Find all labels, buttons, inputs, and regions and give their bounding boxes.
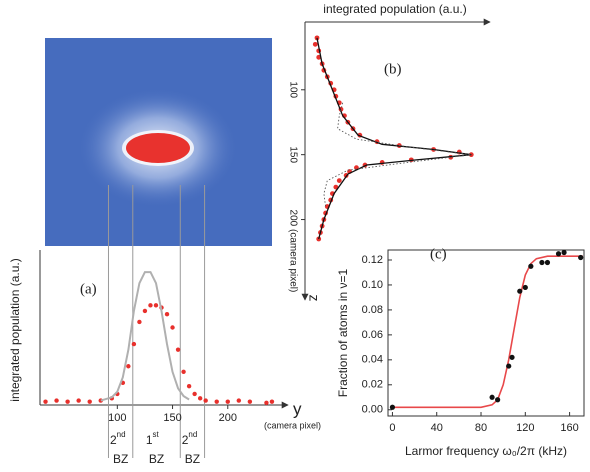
- y-tick-label: 0.06: [362, 329, 383, 341]
- data-point: [142, 308, 148, 314]
- data-line: [392, 255, 583, 409]
- data-point: [186, 383, 192, 389]
- y-axis-label: z: [306, 295, 322, 302]
- zone-ordinal: 2: [182, 433, 189, 447]
- panel-label: (a): [80, 281, 97, 297]
- x-tick-label: 100: [108, 412, 126, 424]
- data-point: [312, 41, 318, 47]
- data-point: [214, 399, 219, 404]
- data-point: [269, 399, 275, 404]
- y-tick-label: 100: [287, 81, 298, 98]
- y-tick-label: 0.02: [362, 379, 383, 391]
- data-point: [489, 394, 495, 400]
- y-tick-label: 150: [287, 146, 298, 163]
- data-point: [170, 325, 175, 330]
- y-tick-label: 0.10: [362, 279, 383, 291]
- data-point: [87, 399, 92, 404]
- y-tick-label: 0.08: [362, 304, 383, 316]
- zone-suffix: nd: [188, 430, 197, 439]
- x-axis-unit: (camera pixel): [264, 420, 321, 430]
- zone-name: BZ: [149, 452, 164, 466]
- data-point: [153, 303, 159, 308]
- data-point: [76, 398, 81, 403]
- zone-name: BZ: [113, 452, 128, 466]
- y-tick-label: 0.04: [362, 354, 383, 366]
- data-point: [336, 178, 342, 184]
- x-axis-label: Larmor frequency ω₀/2π (kHz): [405, 444, 567, 458]
- data-point: [126, 364, 131, 369]
- data-point: [495, 397, 501, 403]
- x-axis-label: y: [293, 399, 302, 418]
- data-point: [522, 284, 528, 291]
- x-tick-label: 150: [163, 412, 181, 424]
- data-point: [43, 399, 48, 404]
- data-point: [181, 369, 186, 374]
- absorption-image: [45, 38, 272, 246]
- y-tick-label: 200 (camera pixel): [287, 210, 298, 293]
- data-point: [54, 398, 59, 403]
- data-point: [175, 347, 181, 352]
- data-point: [236, 398, 242, 403]
- data-point: [506, 363, 512, 369]
- plot-frame: [387, 249, 585, 417]
- panel-label: (b): [384, 61, 402, 77]
- data-point: [316, 236, 322, 242]
- zone-ordinal: 2: [110, 433, 117, 447]
- data-line: [323, 102, 472, 207]
- data-point: [264, 400, 269, 405]
- y-axis-label: integrated population (a.u.): [8, 258, 22, 401]
- data-point: [137, 319, 142, 325]
- y-tick-label: 0.00: [362, 404, 383, 416]
- data-point: [561, 249, 567, 256]
- y-axis-label: Fraction of atoms in ν=1: [336, 268, 350, 397]
- x-tick-label: 40: [431, 422, 443, 434]
- data-point: [539, 259, 545, 266]
- data-point: [197, 396, 203, 401]
- data-point: [203, 398, 208, 403]
- x-tick-label: 160: [560, 422, 578, 434]
- data-point: [544, 259, 551, 266]
- data-point: [164, 312, 170, 317]
- x-axis-label: integrated population (a.u.): [323, 2, 466, 16]
- data-point: [517, 288, 523, 294]
- data-point: [555, 251, 562, 257]
- zone-ordinal: 1: [146, 433, 153, 447]
- data-line: [100, 271, 190, 402]
- panel-label: (c): [430, 246, 447, 262]
- data-point: [65, 399, 70, 404]
- y-tick-label: 0.12: [362, 254, 383, 266]
- data-point: [528, 263, 534, 269]
- data-point: [192, 391, 197, 397]
- x-tick-label: 80: [475, 422, 487, 434]
- zone-suffix: st: [153, 430, 160, 439]
- data-point: [316, 54, 322, 60]
- zone-suffix: nd: [117, 430, 126, 439]
- data-point: [314, 35, 320, 41]
- data-point: [247, 399, 253, 404]
- data-point: [509, 354, 515, 360]
- zone-name: BZ: [185, 452, 200, 466]
- data-point: [389, 404, 396, 410]
- x-tick-label: 200: [219, 412, 237, 424]
- data-point: [225, 399, 230, 404]
- data-point: [148, 303, 153, 308]
- x-tick-label: 120: [516, 422, 534, 434]
- x-tick-label: 0: [389, 422, 395, 434]
- data-point: [578, 254, 584, 261]
- data-point: [131, 341, 137, 347]
